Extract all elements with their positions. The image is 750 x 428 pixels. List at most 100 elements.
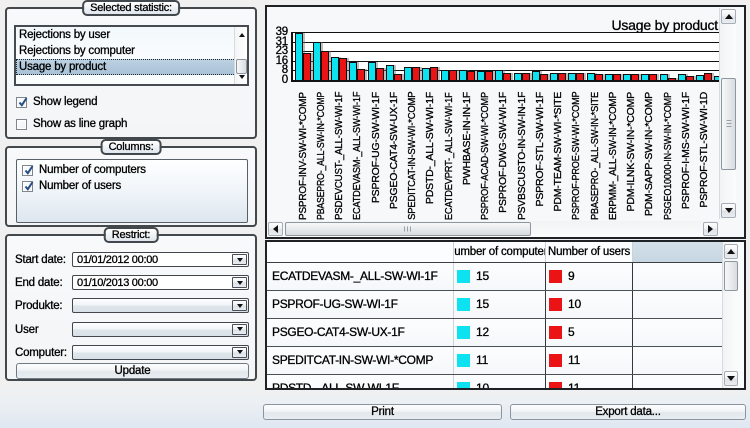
table-header-users[interactable]: Number of users: [545, 242, 632, 262]
show-as-line-graph-option-label: Show as line graph: [33, 118, 128, 130]
bar-users-4: [357, 68, 366, 80]
dropdown-arrow-icon: [236, 303, 243, 308]
restrict-combo-dropdown-button-3[interactable]: [232, 300, 247, 312]
update-button[interactable]: Update: [16, 363, 249, 379]
restrict-combo-value-1: 01/01/2012 00:00: [77, 254, 158, 266]
statistic-list-scroll-thumb[interactable]: [236, 59, 247, 74]
chart-vscroll-thumb[interactable]: [721, 78, 736, 170]
column-separator: [545, 319, 546, 346]
bar-users-10: [466, 70, 475, 80]
restrict-combo-3[interactable]: [72, 298, 249, 314]
restrict-combo-dropdown-button-5[interactable]: [232, 346, 247, 358]
scroll-down-arrow-icon: [724, 208, 733, 213]
x-tick-label-text: PSPROF-I-MS-SW-WI-1F: [679, 92, 692, 210]
x-tick-label-9: ECATDEVPRT-_ALL-SW-WI-1F: [442, 92, 455, 221]
gridline: [291, 60, 719, 62]
chart-vertical-scrollbar[interactable]: [719, 8, 736, 219]
statistic-item-3-selected[interactable]: Usage by product: [16, 59, 238, 75]
chart-vscroll-up-button[interactable]: [721, 9, 736, 24]
bar-computers-8: [422, 67, 431, 80]
column-option-1-checkbox-checked[interactable]: [22, 165, 34, 176]
table-row-2[interactable]: PSPROF-UG-SW-WI-1F 15 10: [267, 291, 722, 319]
restrict-combo-4[interactable]: [72, 321, 249, 337]
column-separator: [632, 291, 633, 318]
table-cell-users: 9: [568, 269, 575, 283]
x-tick-label-text: PDM-ILNK-SW-IN-*COMP: [625, 92, 637, 212]
x-tick-label-text: PBASEPRO-_ALL-SW-IN-*SITE: [588, 92, 601, 220]
restrict-group-title: Restrict:: [103, 227, 159, 243]
chart-hscroll-thumb[interactable]: [285, 222, 531, 236]
table-vertical-scrollbar[interactable]: [722, 242, 738, 388]
computers-color-swatch: [457, 298, 470, 311]
computers-color-swatch: [457, 326, 470, 339]
computers-color-swatch: [457, 382, 470, 388]
gridline: [291, 51, 719, 52]
chart-vscroll-down-button[interactable]: [721, 203, 736, 218]
table-header-computers[interactable]: Number of computers: [453, 242, 545, 262]
bar-computers-21: [659, 73, 668, 80]
y-tick-label: 31: [275, 35, 288, 48]
x-tick-label-text: PSPROF-DWG-SW-WI-1F: [497, 92, 510, 213]
columns-panel: Number of computers Number of users: [16, 159, 248, 223]
bar-users-7: [412, 66, 420, 80]
selected-statistic-group-title: Selected statistic:: [82, 0, 180, 16]
x-tick-label-19: PDM-ILNK-SW-IN-*COMP: [625, 92, 637, 221]
restrict-combo-dropdown-button-2[interactable]: [232, 277, 247, 289]
table-cell-computers: 11: [476, 353, 489, 367]
x-tick-label-text: PSGEO-CAT4-SW-UX-1F: [387, 92, 400, 210]
bar-computers-1: [294, 32, 303, 80]
x-tick-label-text: ECATDEVPRT-_ALL-SW-WI-1F: [442, 92, 455, 220]
statistic-listbox[interactable]: Usage by product Rejections by computer Re…: [14, 25, 249, 86]
bar-computers-17: [586, 72, 595, 80]
chart-x-tick-labels: PSPROF-INV-SW-WI-*COMP PBASEPRO-_ALL-SW-I…: [293, 86, 719, 222]
restrict-combo-dropdown-button-4[interactable]: [232, 323, 247, 335]
chart-hscroll-right-button[interactable]: [703, 222, 718, 236]
statistic-item-2[interactable]: Rejections by computer: [19, 45, 135, 57]
column-option-2-checkbox-checked[interactable]: [22, 181, 34, 192]
chart-horizontal-scrollbar[interactable]: [267, 221, 719, 237]
bar-users-19: [631, 73, 639, 80]
column-separator: [453, 375, 454, 388]
table-vscroll-thumb[interactable]: [724, 261, 738, 291]
column-separator: [453, 291, 454, 318]
statistic-list-scrollbar[interactable]: [234, 27, 247, 84]
export-button[interactable]: Export data...: [510, 404, 746, 420]
chart-title: Usage by product: [611, 17, 718, 33]
x-tick-label-text: PSPROF-PROE-SW-WI-*COMP: [570, 92, 583, 221]
restrict-combo-2[interactable]: 01/10/2013 00:00: [72, 275, 249, 291]
checkmark-icon: [18, 97, 28, 107]
table-header-row: Number of computers Number of users: [267, 242, 722, 263]
restrict-combo-dropdown-button-1[interactable]: [232, 254, 247, 265]
x-tick-label-7: SPEDITCAT-IN-SW-WI-*COMP: [406, 92, 418, 221]
table-row-4[interactable]: SPEDITCAT-IN-SW-WI-*COMP 11 11: [267, 347, 722, 375]
statistic-list-scroll-up-button[interactable]: [236, 29, 247, 40]
bar-users-12: [503, 72, 512, 80]
table-row-1[interactable]: ECATDEVASM-_ALL-SW-WI-1F 15 9: [267, 263, 722, 291]
checkmark-icon: [24, 181, 34, 191]
restrict-combo-1[interactable]: 01/01/2012 00:00: [72, 252, 249, 267]
table-vscroll-up-button[interactable]: [724, 244, 738, 259]
print-button[interactable]: Print: [263, 404, 502, 420]
restrict-combo-value-2: 01/10/2013 00:00: [77, 277, 158, 290]
table-row-3[interactable]: PSGEO-CAT4-SW-UX-1F 12 5: [267, 319, 722, 347]
table-vscroll-down-button[interactable]: [724, 371, 738, 386]
scroll-down-arrow-icon: [238, 74, 245, 79]
show-legend-option-checkbox-checked[interactable]: [16, 97, 28, 108]
scroll-up-arrow-icon: [238, 32, 245, 37]
table-header-filler: [632, 242, 722, 262]
bar-computers-18: [604, 73, 613, 80]
table-cell-product: PSPROF-UG-SW-WI-1F: [272, 297, 398, 311]
show-as-line-graph-option-checkbox-unchecked[interactable]: [16, 119, 27, 130]
gridline: [291, 70, 719, 71]
table-row-5[interactable]: PDSTD-_ALL-SW-WI-1F 10 11: [267, 375, 722, 390]
table-cell-product: PDSTD-_ALL-SW-WI-1F: [272, 381, 399, 390]
x-tick-label-3: PSDEVCUST-_ALL-SW-WI-1F: [333, 92, 345, 221]
statistic-item-1[interactable]: Rejections by user: [19, 29, 111, 41]
usage-table-panel: Number of computers Number of users ECAT…: [265, 240, 746, 390]
restrict-combo-5[interactable]: [72, 344, 249, 360]
bar-users-1: [302, 52, 311, 80]
bar-computers-3: [331, 56, 339, 80]
x-tick-label-1: PSPROF-INV-SW-WI-*COMP: [296, 92, 308, 221]
chart-hscroll-left-button[interactable]: [268, 222, 283, 236]
statistic-list-scroll-down-button[interactable]: [236, 71, 247, 82]
